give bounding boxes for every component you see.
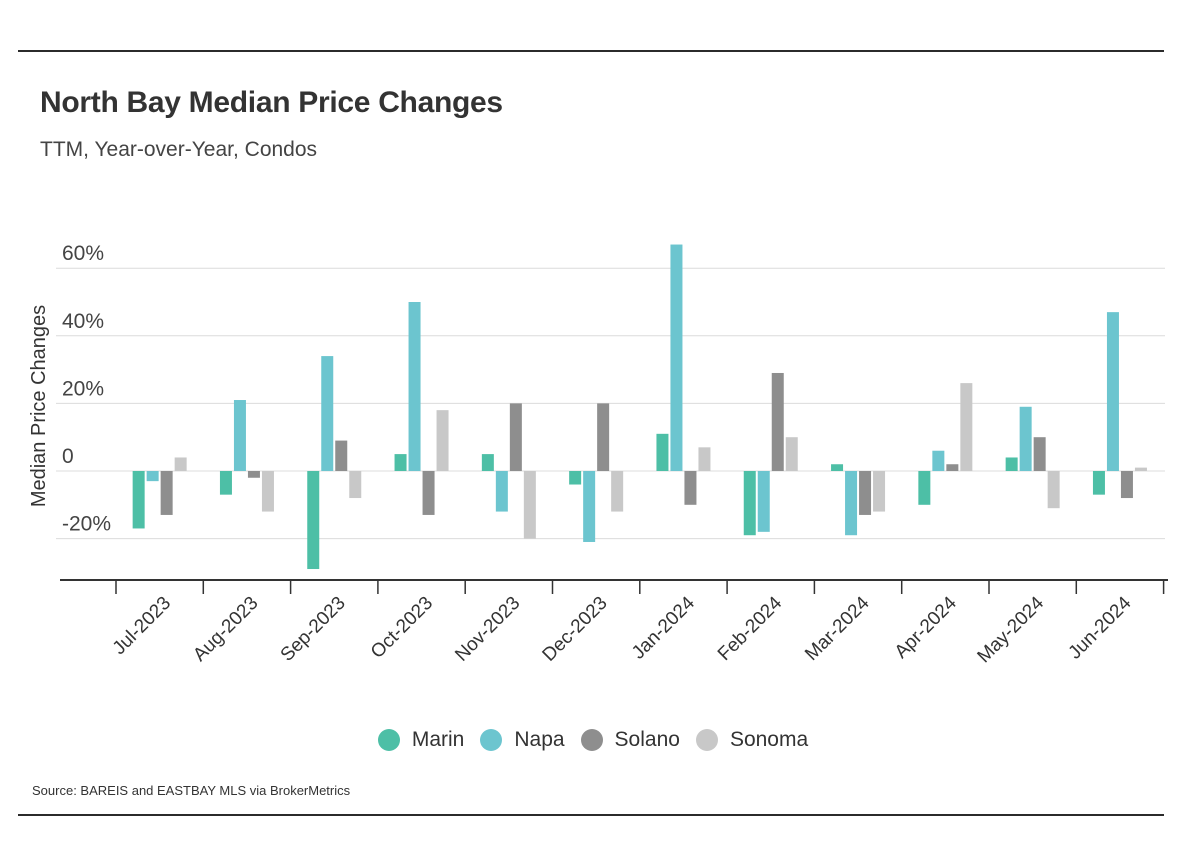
chart-title: North Bay Median Price Changes: [40, 86, 503, 119]
bar-marin-sep-2023: [307, 471, 320, 570]
bar-sonoma-nov-2023: [523, 471, 536, 539]
bar-marin-nov-2023: [481, 454, 494, 471]
bar-marin-mar-2024: [831, 464, 844, 471]
bar-marin-aug-2023: [219, 471, 232, 495]
bar-napa-dec-2023: [583, 471, 596, 542]
bar-solano-mar-2024: [859, 471, 872, 515]
bar-solano-oct-2023: [422, 471, 435, 515]
legend-swatch: [377, 729, 400, 751]
bar-napa-jul-2023: [146, 471, 159, 482]
bar-sonoma-mar-2024: [873, 471, 886, 512]
bar-solano-aug-2023: [247, 471, 260, 478]
bar-solano-apr-2024: [946, 464, 959, 471]
x-tick-labels: Jul-2023 Aug-2023 Sep-2023 Oct-2023 Nov-2023…: [109, 592, 1136, 667]
x-tick-label: Oct-2023: [367, 593, 437, 663]
bar-solano-feb-2024: [771, 372, 784, 471]
x-tick-label: Mar-2024: [801, 592, 874, 665]
y-tick-label: 40%: [62, 310, 104, 333]
bar-napa-may-2024: [1019, 406, 1032, 471]
axes: [60, 579, 1168, 594]
legend-item-sonoma: Sonoma: [695, 728, 809, 752]
legend: Marin Napa Solano Sonoma: [0, 728, 1186, 752]
bar-sonoma-dec-2023: [611, 471, 624, 512]
x-tick-label: Feb-2024: [714, 592, 787, 665]
y-axis-title: Median Price Changes: [28, 305, 50, 507]
bar-sonoma-jan-2024: [698, 447, 711, 471]
legend-label: Solano: [614, 728, 680, 751]
bar-sonoma-feb-2024: [785, 437, 798, 471]
bar-solano-sep-2023: [335, 440, 348, 471]
y-tick-label: 60%: [62, 242, 104, 265]
legend-swatch: [695, 729, 718, 751]
legend-swatch: [480, 729, 503, 751]
x-tick-label: Sep-2023: [277, 593, 350, 666]
chart-subtitle: TTM, Year-over-Year, Condos: [40, 138, 318, 161]
top-rule: [18, 50, 1164, 52]
bar-sonoma-may-2024: [1047, 471, 1060, 509]
bar-solano-jan-2024: [684, 471, 697, 505]
bar-sonoma-aug-2023: [261, 471, 274, 512]
y-tick-label: 0: [62, 445, 74, 468]
x-tick-label: Apr-2024: [891, 592, 961, 662]
bar-napa-jun-2024: [1106, 312, 1119, 471]
bar-marin-may-2024: [1005, 457, 1018, 471]
bar-solano-nov-2023: [509, 403, 522, 471]
bar-solano-jul-2023: [160, 471, 173, 515]
x-tick-label: Jan-2024: [628, 592, 699, 663]
bar-marin-jul-2023: [132, 471, 145, 529]
y-tick-label: -20%: [62, 513, 111, 536]
x-tick-label: May-2024: [974, 592, 1049, 667]
x-tick-label: Jun-2024: [1065, 592, 1136, 663]
bar-napa-feb-2024: [757, 471, 770, 532]
x-tick-label: Dec-2023: [539, 593, 612, 666]
bar-napa-nov-2023: [495, 471, 508, 512]
x-tick-label: Nov-2023: [451, 593, 524, 666]
bar-marin-oct-2023: [394, 454, 407, 471]
bar-sonoma-jun-2024: [1134, 467, 1147, 471]
gridlines: [56, 267, 1165, 540]
y-tick-labels: -20% 0 20% 40% 60%: [62, 242, 111, 535]
bar-marin-feb-2024: [743, 471, 756, 536]
legend-label: Napa: [514, 728, 565, 751]
bar-napa-aug-2023: [233, 400, 246, 471]
legend-item-napa: Napa: [480, 728, 565, 752]
legend-item-solano: Solano: [580, 728, 680, 752]
legend-swatch: [580, 729, 603, 751]
bar-marin-apr-2024: [918, 471, 931, 505]
bar-sonoma-apr-2024: [960, 383, 973, 471]
bar-sonoma-jul-2023: [174, 457, 187, 471]
legend-label: Marin: [411, 728, 465, 751]
legend-label: Sonoma: [729, 728, 809, 751]
bar-napa-jan-2024: [670, 244, 683, 471]
bar-solano-jun-2024: [1120, 471, 1133, 499]
bar-marin-jun-2024: [1092, 471, 1105, 495]
x-tick-label: Aug-2023: [189, 593, 262, 666]
source-note: Source: BAREIS and EASTBAY MLS via Broke…: [32, 783, 351, 798]
bars: [132, 244, 1147, 570]
bar-solano-dec-2023: [597, 403, 610, 471]
bar-napa-oct-2023: [408, 302, 421, 471]
bar-marin-jan-2024: [656, 433, 669, 471]
legend-item-marin: Marin: [377, 728, 465, 752]
bar-napa-sep-2023: [321, 356, 334, 471]
bar-solano-may-2024: [1033, 437, 1046, 471]
bottom-rule: [18, 814, 1164, 816]
x-tick-label: Jul-2023: [109, 593, 175, 659]
bar-sonoma-oct-2023: [436, 410, 449, 471]
bar-marin-dec-2023: [569, 471, 582, 485]
y-tick-label: 20%: [62, 377, 104, 400]
bar-napa-apr-2024: [932, 450, 945, 471]
bar-sonoma-sep-2023: [349, 471, 362, 499]
bar-napa-mar-2024: [845, 471, 858, 536]
